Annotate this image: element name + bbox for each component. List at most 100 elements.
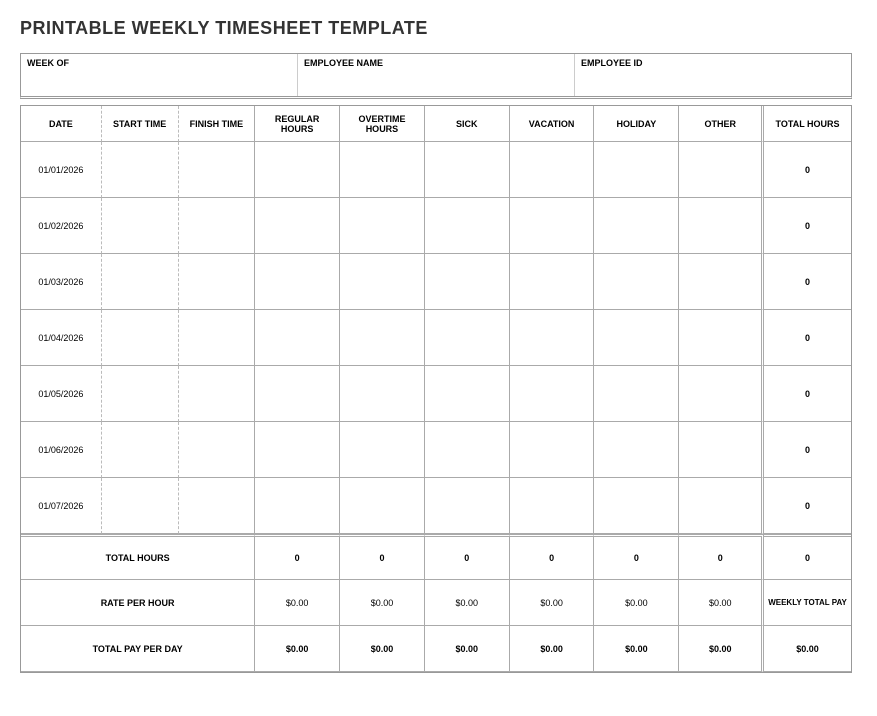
cell-sick[interactable] xyxy=(425,198,510,254)
cell-regular[interactable] xyxy=(255,478,340,534)
pay-grand: $0.00 xyxy=(764,626,851,672)
weekly-total-pay-label: WEEKLY TOTAL PAY xyxy=(764,580,851,626)
cell-overtime[interactable] xyxy=(340,478,425,534)
cell-holiday[interactable] xyxy=(594,478,679,534)
cell-regular[interactable] xyxy=(255,142,340,198)
cell-overtime[interactable] xyxy=(340,254,425,310)
cell-total: 0 xyxy=(764,254,851,310)
cell-total: 0 xyxy=(764,310,851,366)
col-overtime: OVERTIME HOURS xyxy=(340,106,425,142)
cell-vacation[interactable] xyxy=(510,142,595,198)
employee-name-cell: EMPLOYEE NAME xyxy=(297,54,574,96)
cell-other[interactable] xyxy=(679,366,764,422)
cell-date: 01/04/2026 xyxy=(21,310,102,366)
employee-id-input[interactable] xyxy=(575,70,851,96)
cell-date: 01/07/2026 xyxy=(21,478,102,534)
pay-overtime: $0.00 xyxy=(340,626,425,672)
cell-vacation[interactable] xyxy=(510,310,595,366)
total-sick: 0 xyxy=(425,534,510,580)
week-of-label: WEEK OF xyxy=(21,54,297,70)
cell-sick[interactable] xyxy=(425,310,510,366)
cell-start[interactable] xyxy=(102,366,179,422)
rate-row: RATE PER HOUR $0.00 $0.00 $0.00 $0.00 $0… xyxy=(21,580,851,626)
cell-other[interactable] xyxy=(679,254,764,310)
pay-holiday: $0.00 xyxy=(594,626,679,672)
rate-overtime: $0.00 xyxy=(340,580,425,626)
employee-name-input[interactable] xyxy=(298,70,574,96)
cell-sick[interactable] xyxy=(425,366,510,422)
rate-sick: $0.00 xyxy=(425,580,510,626)
cell-overtime[interactable] xyxy=(340,198,425,254)
cell-other[interactable] xyxy=(679,198,764,254)
info-header: WEEK OF EMPLOYEE NAME EMPLOYEE ID xyxy=(20,53,852,99)
total-other: 0 xyxy=(679,534,764,580)
cell-overtime[interactable] xyxy=(340,422,425,478)
col-other: OTHER xyxy=(679,106,764,142)
page-title: PRINTABLE WEEKLY TIMESHEET TEMPLATE xyxy=(20,18,857,39)
cell-sick[interactable] xyxy=(425,254,510,310)
cell-regular[interactable] xyxy=(255,366,340,422)
cell-date: 01/01/2026 xyxy=(21,142,102,198)
cell-holiday[interactable] xyxy=(594,310,679,366)
pay-regular: $0.00 xyxy=(255,626,340,672)
cell-vacation[interactable] xyxy=(510,366,595,422)
cell-regular[interactable] xyxy=(255,310,340,366)
cell-sick[interactable] xyxy=(425,422,510,478)
cell-holiday[interactable] xyxy=(594,198,679,254)
cell-start[interactable] xyxy=(102,422,179,478)
cell-overtime[interactable] xyxy=(340,142,425,198)
cell-total: 0 xyxy=(764,142,851,198)
cell-finish[interactable] xyxy=(179,478,256,534)
table-row: 01/05/20260 xyxy=(21,366,851,422)
cell-finish[interactable] xyxy=(179,366,256,422)
cell-holiday[interactable] xyxy=(594,422,679,478)
cell-start[interactable] xyxy=(102,478,179,534)
col-sick: SICK xyxy=(425,106,510,142)
cell-overtime[interactable] xyxy=(340,366,425,422)
employee-name-label: EMPLOYEE NAME xyxy=(298,54,574,70)
cell-finish[interactable] xyxy=(179,198,256,254)
week-of-input[interactable] xyxy=(21,70,297,96)
cell-finish[interactable] xyxy=(179,310,256,366)
cell-finish[interactable] xyxy=(179,422,256,478)
cell-finish[interactable] xyxy=(179,142,256,198)
cell-start[interactable] xyxy=(102,142,179,198)
total-pay-row: TOTAL PAY PER DAY $0.00 $0.00 $0.00 $0.0… xyxy=(21,626,851,672)
total-regular: 0 xyxy=(255,534,340,580)
rate-label: RATE PER HOUR xyxy=(21,580,255,626)
cell-regular[interactable] xyxy=(255,254,340,310)
cell-start[interactable] xyxy=(102,198,179,254)
total-holiday: 0 xyxy=(594,534,679,580)
cell-other[interactable] xyxy=(679,142,764,198)
col-start: START TIME xyxy=(102,106,179,142)
cell-regular[interactable] xyxy=(255,198,340,254)
employee-id-label: EMPLOYEE ID xyxy=(575,54,851,70)
cell-holiday[interactable] xyxy=(594,142,679,198)
cell-vacation[interactable] xyxy=(510,422,595,478)
cell-other[interactable] xyxy=(679,422,764,478)
cell-other[interactable] xyxy=(679,478,764,534)
table-row: 01/02/20260 xyxy=(21,198,851,254)
rate-vacation: $0.00 xyxy=(510,580,595,626)
cell-start[interactable] xyxy=(102,310,179,366)
cell-vacation[interactable] xyxy=(510,478,595,534)
cell-finish[interactable] xyxy=(179,254,256,310)
cell-sick[interactable] xyxy=(425,478,510,534)
cell-total: 0 xyxy=(764,478,851,534)
rate-regular: $0.00 xyxy=(255,580,340,626)
cell-sick[interactable] xyxy=(425,142,510,198)
cell-start[interactable] xyxy=(102,254,179,310)
cell-other[interactable] xyxy=(679,310,764,366)
cell-vacation[interactable] xyxy=(510,254,595,310)
cell-regular[interactable] xyxy=(255,422,340,478)
col-holiday: HOLIDAY xyxy=(594,106,679,142)
timesheet-table: DATE START TIME FINISH TIME REGULAR HOUR… xyxy=(20,105,852,673)
employee-id-cell: EMPLOYEE ID xyxy=(574,54,851,96)
cell-overtime[interactable] xyxy=(340,310,425,366)
total-overtime: 0 xyxy=(340,534,425,580)
cell-holiday[interactable] xyxy=(594,366,679,422)
cell-vacation[interactable] xyxy=(510,198,595,254)
col-finish: FINISH TIME xyxy=(179,106,256,142)
cell-holiday[interactable] xyxy=(594,254,679,310)
col-vacation: VACATION xyxy=(510,106,595,142)
